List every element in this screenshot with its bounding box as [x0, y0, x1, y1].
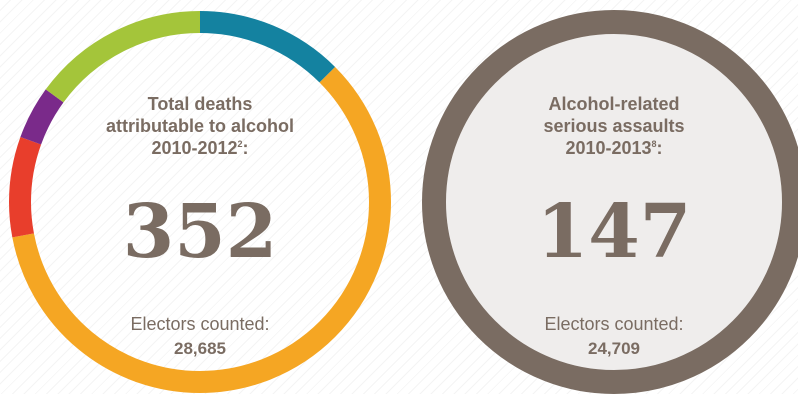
deaths-electors-label: Electors counted:	[130, 314, 270, 334]
assaults-panel: Alcohol-related serious assaults 2010-20…	[418, 0, 798, 394]
assaults-title-colon: :	[656, 138, 663, 158]
deaths-ring-chart	[9, 11, 391, 393]
ring-segment-2	[9, 11, 391, 393]
deaths-title-colon: :	[242, 138, 249, 158]
assaults-title: Alcohol-related serious assaults 2010-20…	[464, 93, 764, 159]
deaths-title-line-2: attributable to alcohol	[105, 116, 294, 136]
deaths-title-line-1: Total deaths	[147, 94, 253, 114]
ring-segment-3	[9, 11, 391, 393]
ring-inner-fill	[446, 34, 782, 370]
assaults-electors-count: 24,709	[588, 339, 640, 358]
assaults-electors-label: Electors counted:	[544, 314, 684, 334]
deaths-title-line-3: 2010-20122:	[50, 137, 350, 159]
assaults-title-line-1: Alcohol-related	[548, 94, 680, 114]
deaths-panel: Total deaths attributable to alcohol 201…	[9, 11, 391, 393]
assaults-title-line-2: serious assaults	[543, 116, 685, 136]
assaults-value: 147	[536, 189, 692, 275]
assaults-title-line-3: 2010-20138:	[464, 137, 764, 159]
ring-segment-1	[422, 10, 798, 394]
deaths-electors-count: 28,685	[174, 339, 226, 358]
assaults-footnote-marker: 8	[651, 139, 657, 149]
deaths-title: Total deaths attributable to alcohol 201…	[50, 93, 350, 159]
assaults-title-year: 2010-2013	[565, 138, 652, 158]
deaths-footnote-marker: 2	[237, 139, 243, 149]
deaths-title-year: 2010-2012	[151, 138, 238, 158]
assaults-ring-chart	[422, 10, 798, 394]
ring-segment-5	[9, 11, 391, 393]
deaths-value: 352	[122, 189, 278, 275]
